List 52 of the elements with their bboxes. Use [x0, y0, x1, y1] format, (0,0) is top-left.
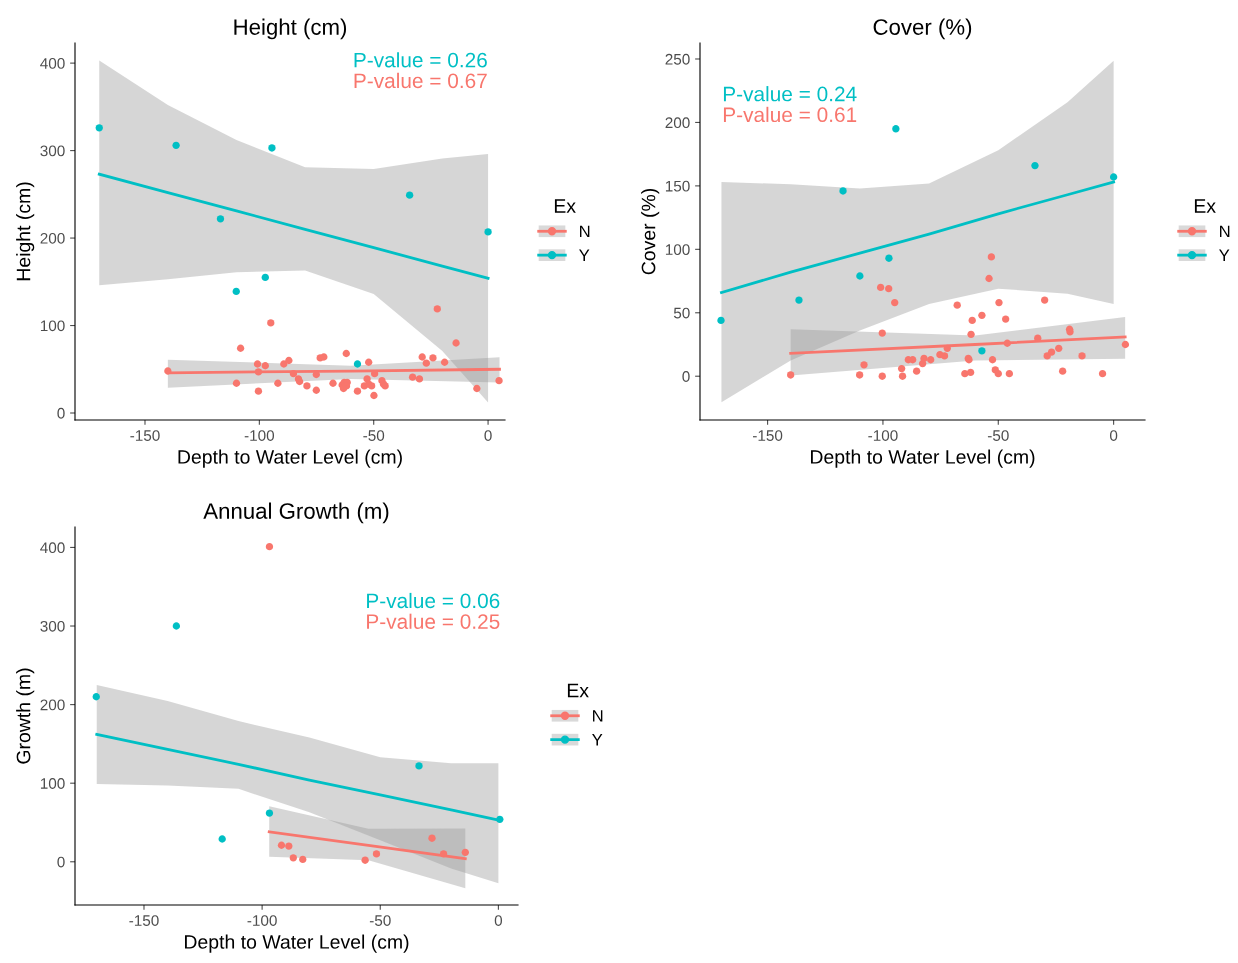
annotation: P-value = 0.24: [723, 86, 857, 102]
x-tick-label: -100: [244, 430, 275, 441]
x-tick-label: 0: [484, 430, 492, 441]
y-tick-label: 0: [682, 371, 690, 382]
annotation: P-value = 0.67: [354, 72, 487, 89]
y-axis-title: Growth (m): [16, 668, 35, 764]
legend-title: Ex: [567, 683, 589, 698]
legend-label: N: [593, 710, 603, 722]
legend-label: Y: [592, 734, 603, 746]
x-tick-label: -150: [752, 430, 783, 441]
y-tick-label: 250: [665, 53, 690, 65]
x-axis-title: Depth to Water Level (cm): [178, 449, 402, 468]
y-tick-label: 200: [40, 699, 65, 711]
x-tick-label: -50: [987, 430, 1009, 441]
x-tick-label: -50: [369, 915, 391, 926]
legend-label: Y: [1219, 249, 1230, 261]
y-tick-label: 0: [57, 407, 65, 419]
y-tick-label: 300: [40, 145, 65, 157]
annotation: P-value = 0.26: [354, 52, 487, 68]
x-axis-title: Depth to Water Level (cm): [811, 449, 1035, 468]
chart-title: Annual Growth (m): [203, 502, 389, 524]
annotation: P-value = 0.25: [367, 613, 500, 629]
x-tick-label: -100: [247, 915, 277, 926]
y-tick-label: 400: [40, 57, 65, 69]
legend-label: N: [580, 225, 590, 238]
y-axis-title: Height (cm): [16, 182, 35, 281]
chart-title: Cover (%): [873, 18, 972, 40]
annotation: P-value = 0.06: [367, 592, 500, 609]
y-tick-label: 100: [40, 320, 65, 332]
x-tick-label: -100: [868, 430, 898, 441]
y-tick-label: 0: [57, 856, 65, 868]
chart-title: Height (cm): [234, 18, 347, 40]
y-tick-label: 200: [665, 117, 690, 129]
x-tick-label: -150: [130, 430, 160, 441]
x-tick-label: 0: [1109, 430, 1118, 441]
legend-title: Ex: [554, 199, 576, 213]
y-tick-label: 400: [40, 542, 65, 554]
x-axis-title: Depth to Water Level (cm): [185, 934, 409, 953]
y-axis-title: Cover (%): [641, 188, 660, 275]
x-tick-label: -50: [363, 430, 385, 441]
legend-title: Ex: [1194, 199, 1216, 213]
y-tick-label: 300: [40, 620, 65, 632]
y-tick-label: 150: [665, 180, 690, 192]
annotation: P-value = 0.61: [723, 106, 857, 123]
x-tick-label: -150: [129, 915, 159, 926]
legend-label: Y: [579, 249, 590, 261]
y-tick-label: 50: [673, 307, 690, 319]
x-tick-label: 0: [494, 915, 503, 926]
legend-label: N: [1220, 225, 1230, 238]
y-tick-label: 100: [40, 778, 65, 789]
y-tick-label: 200: [40, 232, 65, 244]
y-tick-label: 100: [665, 244, 690, 256]
